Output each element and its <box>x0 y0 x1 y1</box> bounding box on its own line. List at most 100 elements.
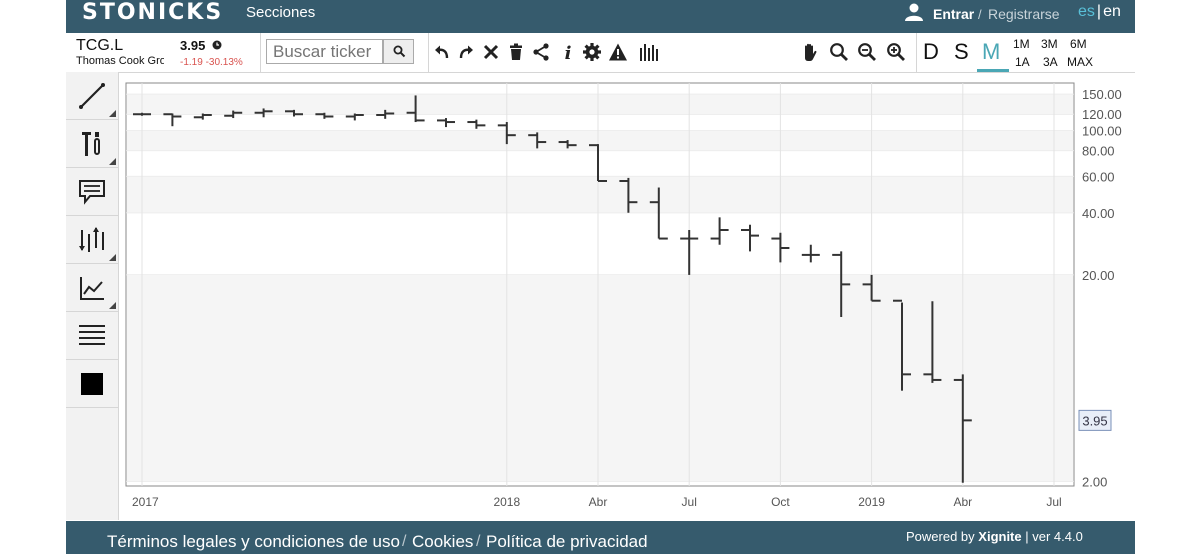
color-icon <box>81 373 103 395</box>
xignite-link[interactable]: Xignite <box>978 529 1022 544</box>
version-label: | ver 4.4.0 <box>1025 529 1083 544</box>
toolbar-divider <box>428 33 429 72</box>
zoom-out-icon[interactable] <box>857 42 877 62</box>
info-icon[interactable]: i <box>558 42 578 62</box>
submenu-indicator <box>109 302 116 309</box>
indicators-icon <box>79 227 104 252</box>
line-tool-button[interactable] <box>66 72 118 120</box>
clock-icon <box>212 40 222 50</box>
range-3a-button[interactable]: 3A <box>1043 55 1058 69</box>
y-grid-band <box>127 274 1073 482</box>
x-tick-label: Abr <box>953 495 972 509</box>
login-link[interactable]: Entrar <box>933 6 975 22</box>
y-grid-band <box>127 130 1073 151</box>
x-tick-label: Abr <box>589 495 608 509</box>
y-tick-label: 20.00 <box>1082 268 1115 283</box>
chart-type-button[interactable] <box>66 264 118 312</box>
submenu-indicator <box>109 254 116 261</box>
chart-type-icon <box>80 277 104 300</box>
drawing-tools-icon <box>82 132 100 156</box>
nav-separator: / <box>978 7 982 22</box>
undo-icon[interactable] <box>432 42 452 62</box>
cookies-link[interactable]: Cookies <box>412 532 474 551</box>
line-tool-icon <box>79 83 105 109</box>
price-chart[interactable]: 20172018AbrJulOct2019AbrJulOct2020Abr150… <box>119 72 1155 520</box>
range-3m-button[interactable]: 3M <box>1041 37 1058 51</box>
period-week-button[interactable]: S <box>954 39 969 64</box>
x-tick-label: Jul <box>1046 495 1061 509</box>
lang-en-link[interactable]: en <box>1103 3 1121 20</box>
gear-icon[interactable] <box>582 42 602 62</box>
range-6m-button[interactable]: 6M <box>1070 37 1087 51</box>
price-change: -1.19 -30.13% <box>180 57 243 68</box>
lines-button[interactable] <box>66 312 118 360</box>
zoom-in-icon[interactable] <box>886 42 906 62</box>
y-tick-label: 80.00 <box>1082 144 1115 159</box>
period-month-button[interactable]: M <box>982 39 1001 64</box>
search-input[interactable] <box>266 39 383 64</box>
submenu-indicator <box>109 158 116 165</box>
hand-icon[interactable] <box>800 42 820 62</box>
y-tick-label: 40.00 <box>1082 206 1115 221</box>
warning-icon[interactable] <box>608 42 628 62</box>
language-switcher: es | en <box>1078 3 1121 21</box>
chart-canvas[interactable]: 20172018AbrJulOct2019AbrJulOct2020Abr150… <box>119 72 1155 520</box>
active-period-indicator <box>977 69 1009 72</box>
y-tick-label: 100.00 <box>1082 124 1122 139</box>
company-name: Thomas Cook Group <box>76 55 164 67</box>
sections-menu[interactable]: Secciones <box>246 4 316 21</box>
color-button[interactable] <box>66 360 118 408</box>
last-price-label: 3.95 <box>1082 413 1107 428</box>
privacy-policy-link[interactable]: Política de privacidad <box>486 532 648 551</box>
comment-tool-button[interactable] <box>66 168 118 216</box>
powered-prefix: Powered by <box>906 529 975 544</box>
search-button[interactable] <box>383 39 414 64</box>
footer-separator: / <box>402 533 407 550</box>
x-tick-label: 2018 <box>493 495 520 509</box>
footer-separator: / <box>476 533 481 550</box>
y-grid-band <box>127 176 1073 213</box>
x-tick-label: 2019 <box>858 495 885 509</box>
period-day-button[interactable]: D <box>923 39 939 64</box>
y-tick-label: 60.00 <box>1082 169 1115 184</box>
lang-es-link[interactable]: es <box>1078 3 1095 20</box>
top-nav: STONICKS Secciones Entrar / Registrarse … <box>66 0 1135 33</box>
drawing-sidebar <box>66 72 119 520</box>
range-1a-button[interactable]: 1A <box>1015 55 1030 69</box>
y-tick-label: 120.00 <box>1082 107 1122 122</box>
range-1m-button[interactable]: 1M <box>1013 37 1030 51</box>
search-icon <box>393 45 406 58</box>
chart-toolbar: TCG.L Thomas Cook Group 3.95 -1.19 -30.1… <box>66 33 1135 73</box>
last-price: 3.95 <box>180 38 206 53</box>
drawing-tools-button[interactable] <box>66 120 118 168</box>
register-link[interactable]: Registrarse <box>988 6 1060 22</box>
y-tick-label: 150.00 <box>1082 87 1122 102</box>
range-max-button[interactable]: MAX <box>1067 55 1094 69</box>
y-grid-band <box>127 94 1073 115</box>
powered-by: Powered by Xignite | ver 4.4.0 <box>906 529 1083 544</box>
redo-icon[interactable] <box>456 42 476 62</box>
svg-text:i: i <box>565 43 572 62</box>
footer: Términos legales y condiciones de uso / … <box>66 521 1135 554</box>
lang-separator: | <box>1096 3 1102 20</box>
toolbar-divider <box>260 33 261 72</box>
ticker-symbol: TCG.L <box>76 37 124 54</box>
y-tick-label: 2.00 <box>1082 474 1107 489</box>
logo[interactable]: STONICKS <box>82 0 224 25</box>
bars-icon[interactable] <box>639 42 659 62</box>
x-tick-label: Oct <box>771 495 790 509</box>
legal-terms-link[interactable]: Términos legales y condiciones de uso <box>107 532 400 551</box>
x-tick-label: Jul <box>682 495 697 509</box>
submenu-indicator <box>109 110 116 117</box>
trash-icon[interactable] <box>506 42 526 62</box>
comment-icon <box>79 180 105 205</box>
toolbar-divider <box>916 33 917 72</box>
last-price-box <box>1078 409 1112 431</box>
share-icon[interactable] <box>531 42 551 62</box>
x-tick-label: 2017 <box>132 495 159 509</box>
zoom-icon[interactable] <box>829 42 849 62</box>
indicators-button[interactable] <box>66 216 118 264</box>
lines-icon <box>79 325 105 345</box>
user-icon[interactable] <box>904 3 924 21</box>
close-icon[interactable] <box>481 42 501 62</box>
